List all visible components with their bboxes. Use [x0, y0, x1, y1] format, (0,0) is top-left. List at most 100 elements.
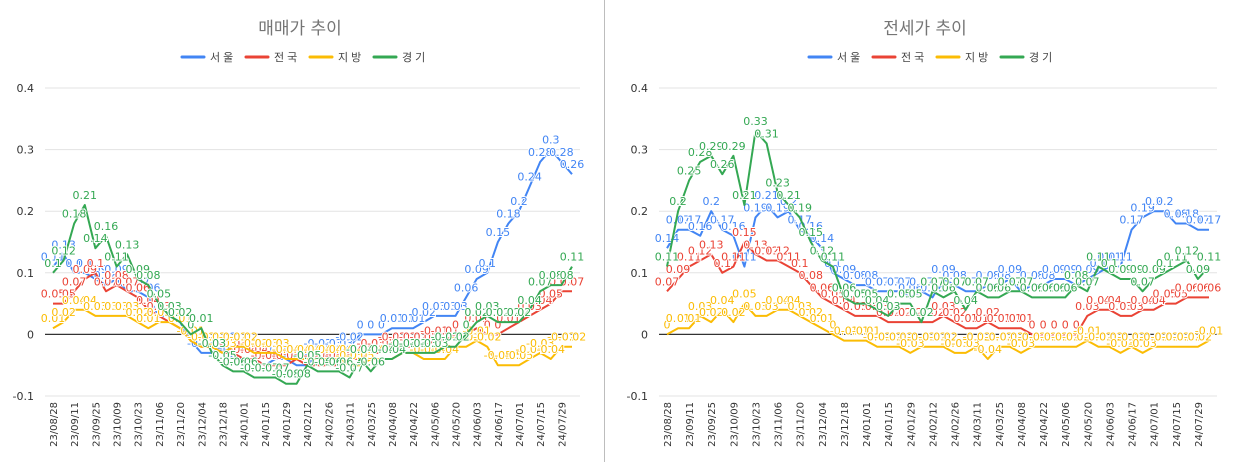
series-regional: 0.010.020.040.040.030.030.030.030.020.01… — [40, 293, 587, 367]
data-label-seoul: 0.21 — [754, 189, 779, 202]
data-label-regional: 0.01 — [168, 312, 193, 325]
data-label-regional: -0.01 — [1073, 325, 1101, 338]
data-label-regional: -0.01 — [841, 325, 869, 338]
data-label-national: -0.03 — [367, 337, 395, 350]
data-label-regional: -0.03 — [526, 337, 554, 350]
series-line-regional — [52, 308, 572, 367]
data-label-national: 0.03 — [1119, 300, 1144, 313]
data-label-national: 0 — [1073, 318, 1080, 331]
data-label-gyeonggi: 0.04 — [865, 294, 890, 307]
data-label-regional: -0.03 — [1106, 337, 1134, 350]
data-label-national: 0.1 — [714, 257, 732, 270]
y-tick-label: 0 — [27, 328, 34, 341]
data-label-gyeonggi: 0.11 — [821, 251, 846, 264]
series-national: 0.050.050.070.090.10.070.080.070.060.040… — [40, 256, 585, 367]
x-tick-label: 24/01/29 — [282, 402, 293, 447]
data-label-gyeonggi: 0.02 — [496, 306, 521, 319]
data-label-seoul: 0.06 — [136, 281, 161, 294]
data-label-gyeonggi: 0.06 — [1031, 281, 1056, 294]
data-label-seoul: 0.07 — [887, 275, 912, 288]
y-tick-label: 0.2 — [631, 205, 649, 218]
data-label-seoul: 0.11 — [41, 251, 66, 264]
data-label-seoul: 0.07 — [115, 275, 140, 288]
data-label-seoul: 0.2 — [702, 195, 720, 208]
x-tick-label: 23/08/28 — [49, 402, 60, 447]
data-label-regional: -0.04 — [282, 343, 310, 356]
data-label-seoul: 0.08 — [1064, 269, 1089, 282]
data-label-national: -0.04 — [282, 343, 310, 356]
data-label-national: -0.03 — [208, 337, 236, 350]
data-label-gyeonggi: 0.09 — [1108, 263, 1133, 276]
data-label-national: 0.04 — [832, 294, 857, 307]
data-label-gyeonggi: 0.1 — [1156, 257, 1174, 270]
data-label-regional: -0.03 — [208, 337, 236, 350]
series-gyeonggi: 0.10.120.180.210.140.160.110.130.090.080… — [43, 188, 585, 385]
data-label-gyeonggi: 0.02 — [507, 306, 532, 319]
data-label-regional: -0.03 — [940, 337, 968, 350]
data-label-national: 0.03 — [517, 300, 542, 313]
data-label-national: 0.1 — [791, 257, 809, 270]
x-tick-label: 24/03/11 — [346, 402, 357, 447]
data-label-regional: -0.02 — [1084, 331, 1112, 344]
legend-label-national: 전국 — [274, 51, 300, 64]
data-label-gyeonggi: 0.11 — [1197, 251, 1222, 264]
data-label-gyeonggi: 0.33 — [743, 115, 768, 128]
data-label-regional: -0.03 — [399, 337, 427, 350]
data-label-regional: -0.02 — [219, 331, 247, 344]
data-label-gyeonggi: -0.06 — [325, 355, 353, 368]
data-label-gyeonggi: -0.02 — [431, 331, 459, 344]
data-label-regional: -0.01 — [852, 325, 880, 338]
data-label-seoul: 0.06 — [920, 281, 945, 294]
x-tick-label: 23/11/20 — [176, 402, 187, 447]
data-label-regional: 0.01 — [136, 312, 161, 325]
series-line-gyeonggi — [666, 130, 1210, 324]
data-label-seoul: 0 — [357, 318, 364, 331]
data-label-national: 0.01 — [168, 312, 193, 325]
data-label-gyeonggi: 0.19 — [787, 201, 812, 214]
data-label-regional: -0.04 — [537, 343, 565, 356]
data-label-national: 0.04 — [1141, 294, 1166, 307]
data-label-regional: -0.02 — [929, 331, 957, 344]
data-label-national: -0.03 — [357, 337, 385, 350]
data-label-seoul: 0.14 — [810, 232, 835, 245]
x-tick-label: 24/03/11 — [973, 402, 984, 447]
data-label-gyeonggi: -0.08 — [282, 368, 310, 381]
data-label-seoul: 0.06 — [898, 281, 923, 294]
jeonse-price-chart-panel: 전세가 추이 서울 전국 지방 경기 -0.1 0 0.1 0.2 0.3 0.4 23/08/28 2… — [605, 0, 1239, 462]
data-label-seoul: 0.08 — [1020, 269, 1045, 282]
data-label-regional: -0.02 — [1040, 331, 1068, 344]
data-label-seoul: 0.14 — [655, 232, 680, 245]
sale-price-chart-panel: 매매가 추이 서울 전국 지방 경기 -0.1 0 0.1 0.2 0.3 0.4 23/08/28 2… — [0, 0, 605, 462]
data-label-national: 0.1 — [87, 257, 105, 270]
data-label-gyeonggi: 0.02 — [486, 306, 511, 319]
data-label-regional: -0.02 — [1184, 331, 1212, 344]
data-label-gyeonggi: 0.08 — [539, 269, 564, 282]
data-label-regional: -0.03 — [1128, 337, 1156, 350]
data-label-seoul: 0.09 — [83, 263, 108, 276]
data-label-seoul: 0.08 — [987, 269, 1012, 282]
data-label-seoul: 0.09 — [464, 263, 489, 276]
data-label-seoul: 0.03 — [422, 300, 447, 313]
data-label-regional: 0.02 — [799, 306, 824, 319]
data-label-seoul: 0.07 — [876, 275, 901, 288]
data-label-gyeonggi: -0.07 — [240, 362, 268, 375]
x-tick-label: 23/11/06 — [155, 402, 166, 447]
data-label-seoul: 0 — [367, 318, 374, 331]
x-tick-label: 24/04/22 — [1039, 402, 1050, 447]
x-tick-label: 23/10/23 — [134, 402, 145, 447]
x-tick-label: 23/12/18 — [218, 402, 229, 447]
data-label-seoul: -0.03 — [304, 337, 332, 350]
y-tick-label: -0.1 — [13, 390, 34, 403]
data-label-seoul: 0.08 — [942, 269, 967, 282]
y-tick-label: 0.4 — [17, 82, 35, 95]
data-label-regional: 0.03 — [743, 300, 768, 313]
data-label-gyeonggi: 0.03 — [876, 300, 901, 313]
y-tick-label: 0.2 — [17, 205, 35, 218]
data-label-regional: 0.05 — [732, 288, 757, 301]
data-label-national: -0.01 — [420, 325, 448, 338]
data-label-regional: -0.04 — [314, 343, 342, 356]
data-label-seoul: 0.2 — [510, 195, 528, 208]
data-label-gyeonggi: 0.16 — [94, 220, 119, 233]
legend-label-regional: 지방 — [338, 51, 364, 64]
data-label-gyeonggi: 0.03 — [157, 300, 182, 313]
